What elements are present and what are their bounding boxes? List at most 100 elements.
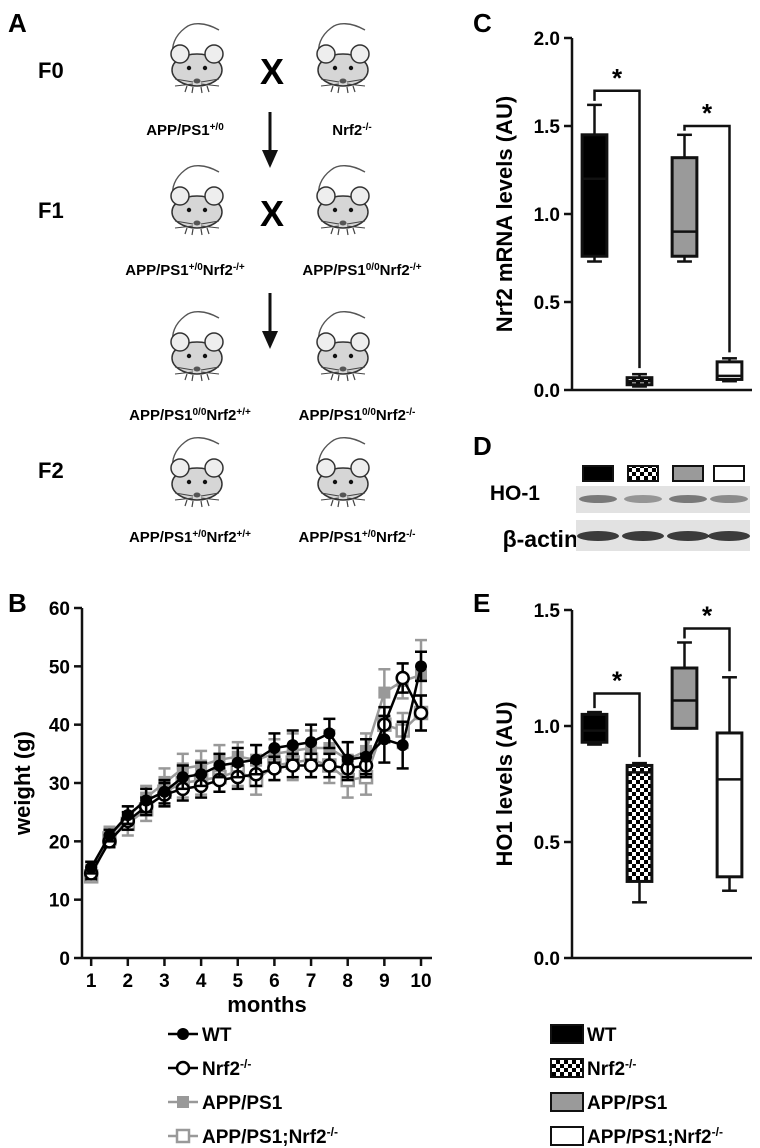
blot-row-label: β-actin — [503, 526, 578, 552]
y-tick-label: 0.5 — [534, 293, 561, 314]
significance-bracket: * — [683, 98, 731, 353]
y-tick-label: 0 — [59, 949, 70, 970]
data-point — [286, 739, 299, 752]
significance-bracket: * — [593, 63, 641, 369]
bracket-line — [593, 89, 641, 369]
bracket-line — [683, 124, 731, 353]
data-point — [195, 768, 208, 781]
y-tick-label: 1.0 — [534, 717, 560, 738]
y-tick-label: 1.0 — [534, 205, 560, 226]
x-tick-label: 7 — [306, 971, 317, 992]
data-point — [85, 861, 98, 874]
series-0 — [85, 650, 428, 875]
data-point — [158, 785, 171, 798]
legend-swatch — [550, 1058, 584, 1078]
data-point — [121, 809, 134, 822]
box-3 — [715, 357, 744, 383]
mouse-icon — [316, 310, 370, 382]
data-point — [360, 750, 373, 763]
y-tick-label: 0.5 — [534, 833, 561, 854]
genotype-label: APP/PS10/0Nrf2-/- — [299, 407, 416, 425]
y-tick-label: 30 — [49, 774, 70, 795]
blot-band — [669, 495, 707, 503]
lane-color-key — [627, 465, 659, 482]
mouse-icon — [316, 436, 370, 508]
legend-entry: APP/PS1 — [168, 1093, 283, 1114]
bracket-line — [593, 692, 641, 758]
significance-star: * — [612, 63, 623, 93]
y-axis-label: weight (g) — [10, 731, 35, 836]
legend-label: APP/PS1;Nrf2-/- — [587, 1125, 723, 1148]
box — [625, 763, 654, 883]
panel-label-a: A — [8, 8, 27, 38]
genotype-label: Nrf2-/- — [332, 122, 371, 140]
x-tick-label: 4 — [196, 971, 207, 992]
y-tick-label: 50 — [49, 657, 70, 678]
data-point — [285, 758, 300, 773]
legend-swatch — [550, 1126, 584, 1146]
panel-label-e: E — [473, 588, 490, 618]
data-point — [213, 759, 226, 772]
mouse-icon — [170, 310, 224, 382]
x-tick-label: 1 — [86, 971, 97, 992]
mouse-icon — [170, 436, 224, 508]
data-point — [176, 771, 189, 784]
generation-f0: F0 — [38, 58, 64, 83]
x-axis-label: months — [227, 992, 306, 1017]
data-point — [413, 705, 429, 721]
genotype-label: APP/PS1+/0Nrf2+/+ — [129, 529, 251, 547]
blot-band — [710, 495, 748, 503]
data-point — [231, 756, 244, 769]
mouse-icon — [170, 22, 224, 94]
box-0 — [580, 103, 609, 263]
data-point — [305, 736, 318, 749]
box-1 — [625, 761, 654, 904]
mouse-icon — [316, 164, 370, 236]
legend-entry: WT — [550, 1024, 617, 1046]
y-tick-label: 10 — [49, 891, 70, 912]
box — [670, 156, 699, 258]
panel-d-western-blot: HO-1 β-actin — [490, 465, 750, 552]
legend-label: WT — [202, 1025, 232, 1046]
chart-c-nrf2-mrna: 0.0 0.5 1.0 1.5 2.0 Nrf2 mRNA levels (AU) * * — [492, 29, 752, 402]
legend-entry: Nrf2-/- — [550, 1057, 636, 1080]
box — [715, 731, 744, 879]
chart-e-ho1-levels: 0.0 0.5 1.0 1.5 HO1 levels (AU) * * — [492, 601, 752, 970]
data-point — [303, 758, 319, 773]
legend-label: WT — [587, 1025, 617, 1046]
legend-label: APP/PS1 — [587, 1093, 668, 1114]
box-0 — [580, 710, 609, 746]
data-point — [341, 753, 354, 766]
y-tick-label: 0.0 — [534, 381, 560, 402]
legend-entry: APP/PS1;Nrf2-/- — [550, 1125, 723, 1148]
y-tick-label: 60 — [49, 599, 70, 620]
significance-bracket: * — [593, 666, 641, 758]
y-tick-label: 2.0 — [534, 29, 560, 50]
x-tick-label: 10 — [410, 971, 431, 992]
down-arrow-icon — [262, 293, 278, 349]
y-axis-label: Nrf2 mRNA levels (AU) — [492, 96, 517, 332]
legend-swatch — [550, 1092, 584, 1112]
mouse-icon — [316, 22, 370, 94]
data-point — [378, 686, 391, 699]
down-arrow-icon — [262, 112, 278, 168]
chart-b-weight: 0 10 20 30 40 50 60 1 2 3 4 5 6 7 8 9 10 months weight (g) — [10, 599, 432, 1017]
blot-band — [622, 531, 664, 541]
lane-color-key — [582, 465, 614, 482]
legend-label: APP/PS1 — [202, 1093, 283, 1114]
data-point — [415, 660, 428, 673]
panel-label-c: C — [473, 8, 492, 38]
y-tick-label: 20 — [49, 832, 70, 853]
legend-left: WT Nrf2-/- APP/PS1 APP/PS1;Nrf2-/- — [168, 1025, 338, 1148]
lane-color-key — [713, 465, 745, 482]
bracket-line — [683, 627, 731, 672]
x-tick-label: 5 — [232, 971, 243, 992]
blot-band — [667, 531, 709, 541]
legend-entry: APP/PS1;Nrf2-/- — [168, 1125, 338, 1148]
legend-entry: APP/PS1 — [550, 1092, 668, 1114]
y-axis-label: HO1 levels (AU) — [492, 701, 517, 866]
box — [580, 133, 609, 258]
box-3 — [715, 676, 744, 892]
data-point — [103, 829, 116, 842]
